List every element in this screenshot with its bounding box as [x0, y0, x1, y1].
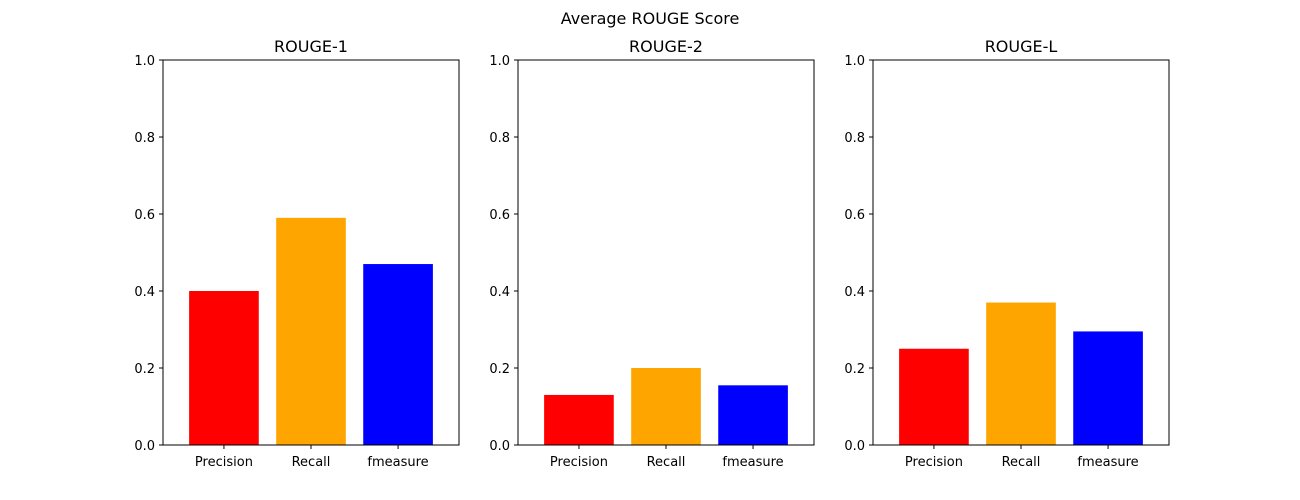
bar-precision: [544, 394, 614, 445]
x-tick-label: fmeasure: [722, 455, 783, 470]
x-tick-label: Precision: [550, 455, 608, 470]
bar-fmeasure: [718, 385, 788, 445]
x-tick-label: fmeasure: [367, 455, 428, 470]
y-tick-label: 1.0: [844, 54, 865, 69]
y-tick-label: 0.0: [489, 439, 510, 454]
x-tick-label: Precision: [195, 455, 253, 470]
figure-suptitle: Average ROUGE Score: [561, 9, 740, 28]
y-tick-label: 0.8: [489, 131, 510, 146]
y-tick-label: 0.6: [489, 208, 510, 223]
x-tick-label: fmeasure: [1077, 455, 1138, 470]
y-tick-label: 0.8: [844, 131, 865, 146]
y-tick-label: 0.6: [134, 208, 155, 223]
axes-frame: [872, 59, 1170, 446]
bar-recall: [276, 217, 346, 445]
bar-recall: [986, 302, 1056, 445]
y-tick-label: 0.8: [134, 131, 155, 146]
y-tick-label: 0.4: [134, 285, 155, 300]
y-tick-label: 0.0: [134, 439, 155, 454]
y-tick-label: 0.2: [489, 362, 510, 377]
y-tick-label: 0.6: [844, 208, 865, 223]
subplot-2: ROUGE-2 Precision Recall fmeasure 0.0 0.2 0.4 0…: [489, 37, 815, 470]
subplot-title: ROUGE-1: [274, 37, 348, 56]
y-tick-label: 0.4: [489, 285, 510, 300]
x-tick-label: Recall: [647, 455, 686, 470]
x-tick-label: Recall: [292, 455, 331, 470]
y-tick-label: 0.4: [844, 285, 865, 300]
axes-frame: [162, 59, 460, 446]
subplot-1: ROUGE-1 Precision Recall fmeasure 0.0 0.2 0.4 0…: [134, 37, 460, 470]
y-tick-label: 1.0: [134, 54, 155, 69]
bar-fmeasure: [1073, 331, 1143, 445]
bar-precision: [189, 291, 259, 445]
subplot-title: ROUGE-L: [985, 37, 1058, 56]
bar-fmeasure: [363, 264, 433, 445]
bar-recall: [631, 368, 701, 445]
y-tick-label: 0.0: [844, 439, 865, 454]
bar-precision: [899, 348, 969, 445]
axes-frame: [517, 59, 815, 446]
subplot-3: ROUGE-L Precision Recall fmeasure 0.0 0.2 0.4 0…: [844, 37, 1170, 470]
subplot-title: ROUGE-2: [629, 37, 703, 56]
subplot-panels: ROUGE-1 Precision Recall fmeasure 0.0 0.2 0.4 0…: [134, 37, 1170, 470]
x-tick-label: Precision: [905, 455, 963, 470]
y-tick-label: 0.2: [134, 362, 155, 377]
y-tick-label: 1.0: [489, 54, 510, 69]
y-tick-label: 0.2: [844, 362, 865, 377]
x-tick-label: Recall: [1002, 455, 1041, 470]
